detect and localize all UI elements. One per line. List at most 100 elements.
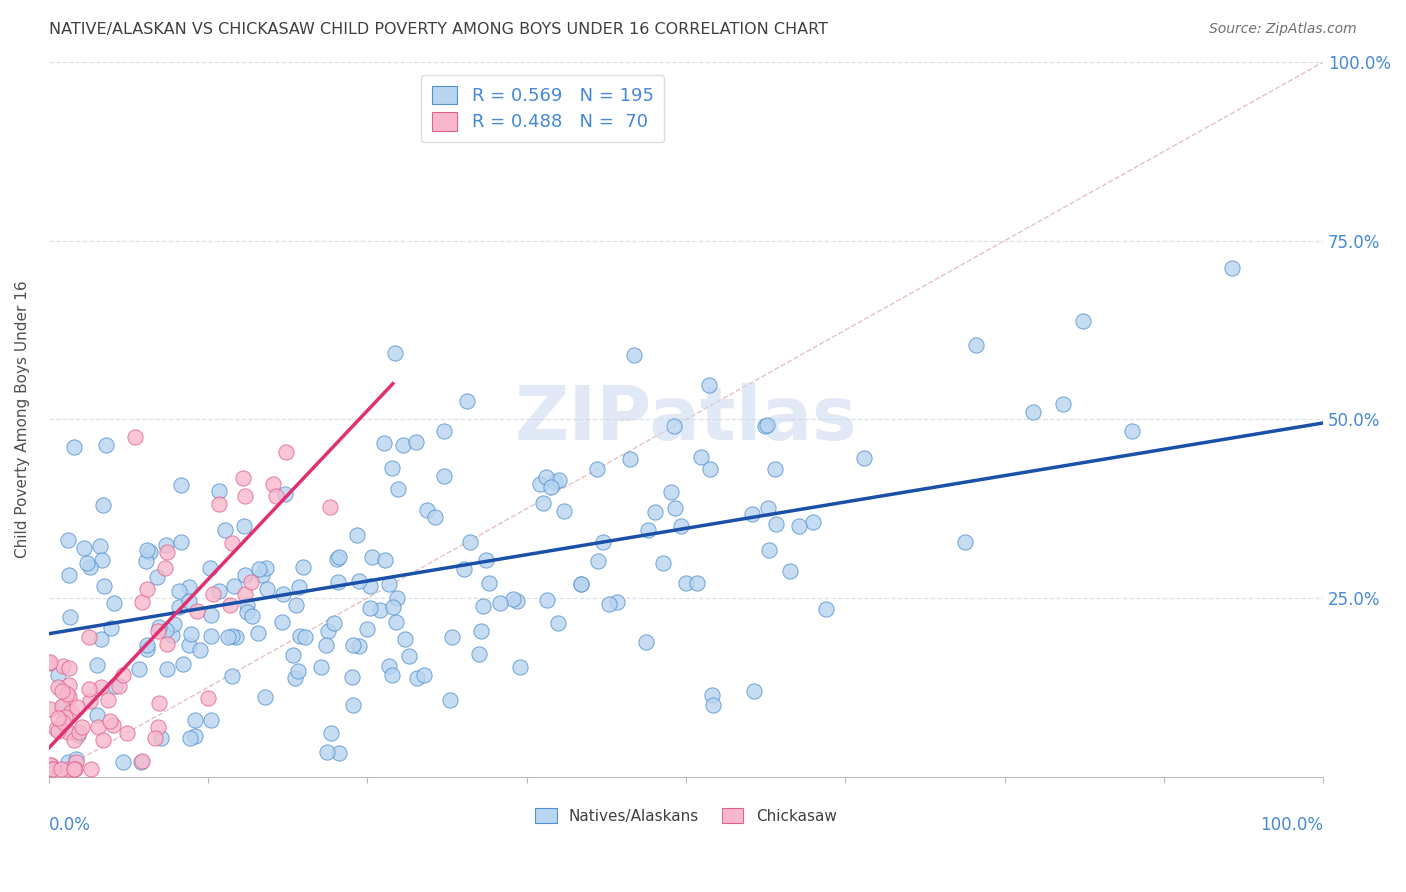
Point: [548, 473, 571, 487]
Point: [271, 587, 294, 601]
Point: [86, 720, 108, 734]
Point: [742, 683, 765, 698]
Point: [135, 554, 157, 568]
Point: [699, 461, 721, 475]
Point: [221, 629, 243, 643]
Point: [385, 615, 408, 629]
Point: [246, 626, 269, 640]
Point: [225, 631, 247, 645]
Point: [405, 434, 427, 449]
Point: [405, 672, 427, 686]
Point: [233, 489, 256, 503]
Point: [91, 732, 114, 747]
Point: [544, 475, 567, 490]
Point: [468, 647, 491, 661]
Point: [368, 603, 391, 617]
Point: [100, 621, 122, 635]
Point: [453, 562, 475, 576]
Point: [247, 562, 270, 576]
Point: [433, 468, 456, 483]
Point: [763, 462, 786, 476]
Point: [540, 480, 562, 494]
Point: [291, 559, 314, 574]
Point: [56, 756, 79, 770]
Point: [51, 684, 73, 698]
Point: [179, 731, 201, 745]
Point: [664, 501, 686, 516]
Point: [131, 754, 153, 768]
Point: [384, 346, 406, 360]
Point: [287, 580, 309, 594]
Point: [65, 755, 87, 769]
Point: [129, 756, 152, 770]
Point: [398, 648, 420, 663]
Point: [592, 535, 614, 549]
Point: [425, 509, 447, 524]
Point: [63, 763, 86, 777]
Point: [42, 763, 65, 777]
Point: [39, 757, 62, 772]
Point: [52, 715, 75, 730]
Point: [49, 763, 72, 777]
Point: [765, 516, 787, 531]
Point: [67, 724, 90, 739]
Point: [458, 535, 481, 549]
Point: [281, 648, 304, 663]
Point: [190, 643, 212, 657]
Point: [208, 497, 231, 511]
Point: [478, 576, 501, 591]
Point: [233, 568, 256, 582]
Point: [70, 720, 93, 734]
Point: [326, 552, 349, 566]
Point: [271, 615, 294, 629]
Point: [46, 667, 69, 681]
Point: [346, 528, 368, 542]
Point: [38, 758, 60, 772]
Point: [702, 698, 724, 712]
Point: [756, 418, 779, 433]
Point: [1071, 314, 1094, 328]
Point: [359, 579, 381, 593]
Point: [124, 430, 146, 444]
Point: [356, 622, 378, 636]
Point: [177, 594, 200, 608]
Point: [852, 450, 875, 465]
Point: [100, 714, 122, 728]
Point: [76, 556, 98, 570]
Point: [222, 579, 245, 593]
Point: [394, 632, 416, 646]
Point: [58, 661, 80, 675]
Point: [328, 575, 350, 590]
Point: [700, 688, 723, 702]
Point: [256, 582, 278, 596]
Text: Source: ZipAtlas.com: Source: ZipAtlas.com: [1209, 22, 1357, 37]
Point: [91, 499, 114, 513]
Point: [79, 560, 101, 574]
Point: [378, 577, 401, 591]
Point: [155, 538, 177, 552]
Point: [197, 691, 219, 706]
Point: [136, 638, 159, 652]
Text: NATIVE/ALASKAN VS CHICKASAW CHILD POVERTY AMONG BOYS UNDER 16 CORRELATION CHART: NATIVE/ALASKAN VS CHICKASAW CHILD POVERT…: [49, 22, 828, 37]
Point: [801, 515, 824, 529]
Point: [221, 669, 243, 683]
Point: [637, 523, 659, 537]
Point: [45, 722, 67, 736]
Point: [66, 728, 89, 742]
Point: [149, 731, 172, 746]
Point: [65, 752, 87, 766]
Point: [489, 596, 512, 610]
Point: [441, 630, 464, 644]
Point: [264, 489, 287, 503]
Point: [80, 763, 103, 777]
Point: [148, 697, 170, 711]
Point: [63, 763, 86, 777]
Point: [90, 632, 112, 647]
Point: [51, 699, 73, 714]
Point: [38, 657, 60, 671]
Point: [93, 579, 115, 593]
Point: [586, 462, 609, 476]
Point: [474, 552, 496, 566]
Point: [139, 545, 162, 559]
Point: [77, 630, 100, 644]
